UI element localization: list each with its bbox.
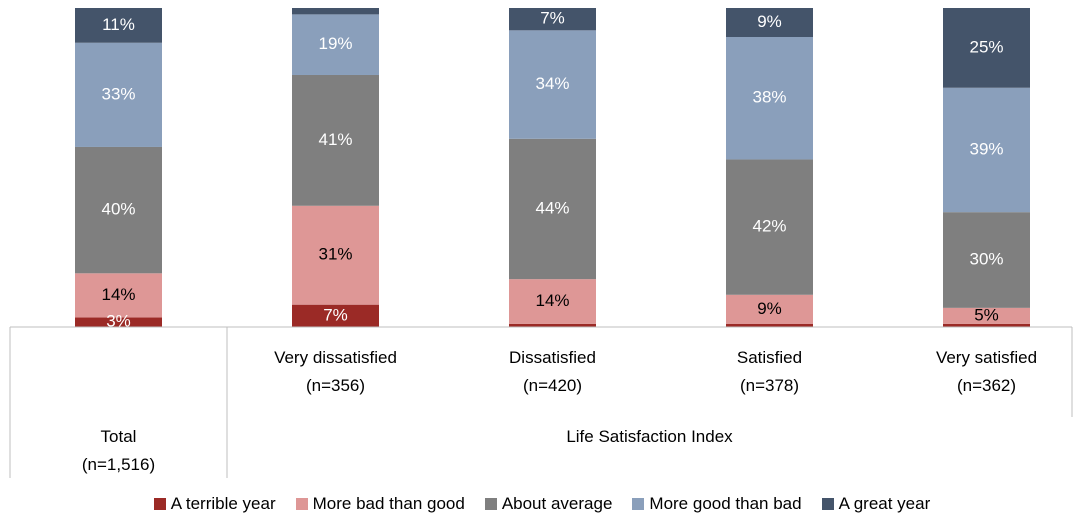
bar-very-dissatisfied-a-great-year xyxy=(292,8,379,15)
category-n-dissatisfied: (n=420) xyxy=(523,376,582,395)
data-label-very-dissatisfied-about-average: 41% xyxy=(318,130,352,149)
data-label-very-dissatisfied-a-terrible-year: 7% xyxy=(323,305,348,324)
bar-dissatisfied-more-bad-than-good xyxy=(509,279,596,324)
data-label-satisfied-more-good-than-bad: 38% xyxy=(752,88,786,107)
legend-item-about-average: About average xyxy=(484,494,613,514)
data-label-very-dissatisfied-more-bad-than-good: 31% xyxy=(318,245,352,264)
bar-total-a-terrible-year xyxy=(75,317,162,327)
legend-label: A great year xyxy=(838,494,931,513)
data-label-satisfied-more-bad-than-good: 9% xyxy=(757,299,782,318)
data-label-dissatisfied-about-average: 44% xyxy=(535,198,569,217)
category-label-satisfied: Satisfied xyxy=(737,348,802,367)
bar-dissatisfied-more-good-than-bad xyxy=(509,30,596,139)
legend: A terrible year More bad than good About a… xyxy=(0,494,1084,514)
stacked-bar-chart: 3% 14% 40% 33% 11% 7% 31% 41% 19% 14% 44% 34% 7% 9% 42… xyxy=(9,8,1073,478)
legend-label: More bad than good xyxy=(312,494,465,513)
data-label-total-a-great-year: 11% xyxy=(102,15,135,34)
category-n-very-dissatisfied: (n=356) xyxy=(306,376,365,395)
data-label-dissatisfied-more-good-than-bad: 34% xyxy=(535,74,569,93)
category-label-total: Total xyxy=(101,427,137,446)
segment-labels-group: 3% 14% 40% 33% 11% 7% 31% 41% 19% 14% 44% 34% 7% 9% 42… xyxy=(101,9,1003,331)
bar-total-more-good-than-bad xyxy=(75,42,162,147)
data-label-satisfied-about-average: 42% xyxy=(752,217,786,236)
bar-dissatisfied-a-great-year xyxy=(509,8,596,31)
bar-dissatisfied-a-terrible-year xyxy=(509,323,596,327)
data-label-dissatisfied-more-bad-than-good: 14% xyxy=(535,291,569,310)
bar-very-dissatisfied-about-average xyxy=(292,74,379,206)
legend-swatch xyxy=(484,498,497,510)
bar-satisfied-a-terrible-year xyxy=(726,323,813,327)
bar-very-satisfied-about-average xyxy=(943,212,1030,308)
data-label-total-more-good-than-bad: 33% xyxy=(101,84,135,103)
data-label-total-a-terrible-year: 3% xyxy=(106,312,131,331)
legend-item-more-bad-than-good: More bad than good xyxy=(295,494,465,514)
category-label-dissatisfied: Dissatisfied xyxy=(509,348,596,367)
data-label-very-dissatisfied-more-good-than-bad: 19% xyxy=(318,34,352,53)
legend-label: More good than bad xyxy=(649,494,802,513)
bar-very-satisfied-a-terrible-year xyxy=(943,323,1030,327)
data-label-very-satisfied-about-average: 30% xyxy=(969,249,1003,268)
category-n-total: (n=1,516) xyxy=(82,455,155,474)
bar-very-satisfied-a-great-year xyxy=(943,8,1030,88)
legend-item-more-good-than-bad: More good than bad xyxy=(632,494,802,514)
bar-total-more-bad-than-good xyxy=(75,273,162,318)
data-label-very-satisfied-a-great-year: 25% xyxy=(969,37,1003,56)
bar-very-satisfied-more-bad-than-good xyxy=(943,307,1030,324)
legend-swatch xyxy=(295,498,308,510)
legend-swatch xyxy=(632,498,645,510)
legend-label: A terrible year xyxy=(170,494,276,513)
bar-dissatisfied-about-average xyxy=(509,138,596,280)
category-label-very-dissatisfied: Very dissatisfied xyxy=(274,348,397,367)
bar-total-about-average xyxy=(75,146,162,274)
data-label-very-satisfied-more-good-than-bad: 39% xyxy=(969,139,1003,158)
bar-very-dissatisfied-more-good-than-bad xyxy=(292,14,379,75)
data-label-very-satisfied-more-bad-than-good: 5% xyxy=(974,305,999,324)
category-table-lines xyxy=(9,326,1073,478)
bar-satisfied-about-average xyxy=(726,159,813,295)
bar-total-a-great-year xyxy=(75,8,162,43)
data-label-total-more-bad-than-good: 14% xyxy=(101,285,135,304)
legend-item-a-terrible-year: A terrible year xyxy=(153,494,276,514)
data-label-satisfied-a-great-year: 9% xyxy=(757,12,782,31)
bars-group xyxy=(75,8,1030,327)
legend-swatch xyxy=(153,498,166,510)
legend-item-a-great-year: A great year xyxy=(821,494,931,514)
data-label-dissatisfied-a-great-year: 7% xyxy=(540,9,565,28)
legend-swatch xyxy=(821,498,834,510)
bar-very-dissatisfied-more-bad-than-good xyxy=(292,205,379,305)
bar-satisfied-more-good-than-bad xyxy=(726,37,813,160)
category-n-very-satisfied: (n=362) xyxy=(957,376,1016,395)
bar-very-satisfied-more-good-than-bad xyxy=(943,87,1030,213)
bar-satisfied-more-bad-than-good xyxy=(726,294,813,324)
legend-label: About average xyxy=(501,494,613,513)
group-label: Life Satisfaction Index xyxy=(566,427,733,446)
category-n-satisfied: (n=378) xyxy=(740,376,799,395)
category-label-very-satisfied: Very satisfied xyxy=(936,348,1037,367)
data-label-total-about-average: 40% xyxy=(101,200,135,219)
bar-very-dissatisfied-a-terrible-year xyxy=(292,304,379,327)
category-labels-group: Total (n=1,516) Very dissatisfied (n=356) Di… xyxy=(82,348,1037,474)
bar-satisfied-a-great-year xyxy=(726,8,813,37)
